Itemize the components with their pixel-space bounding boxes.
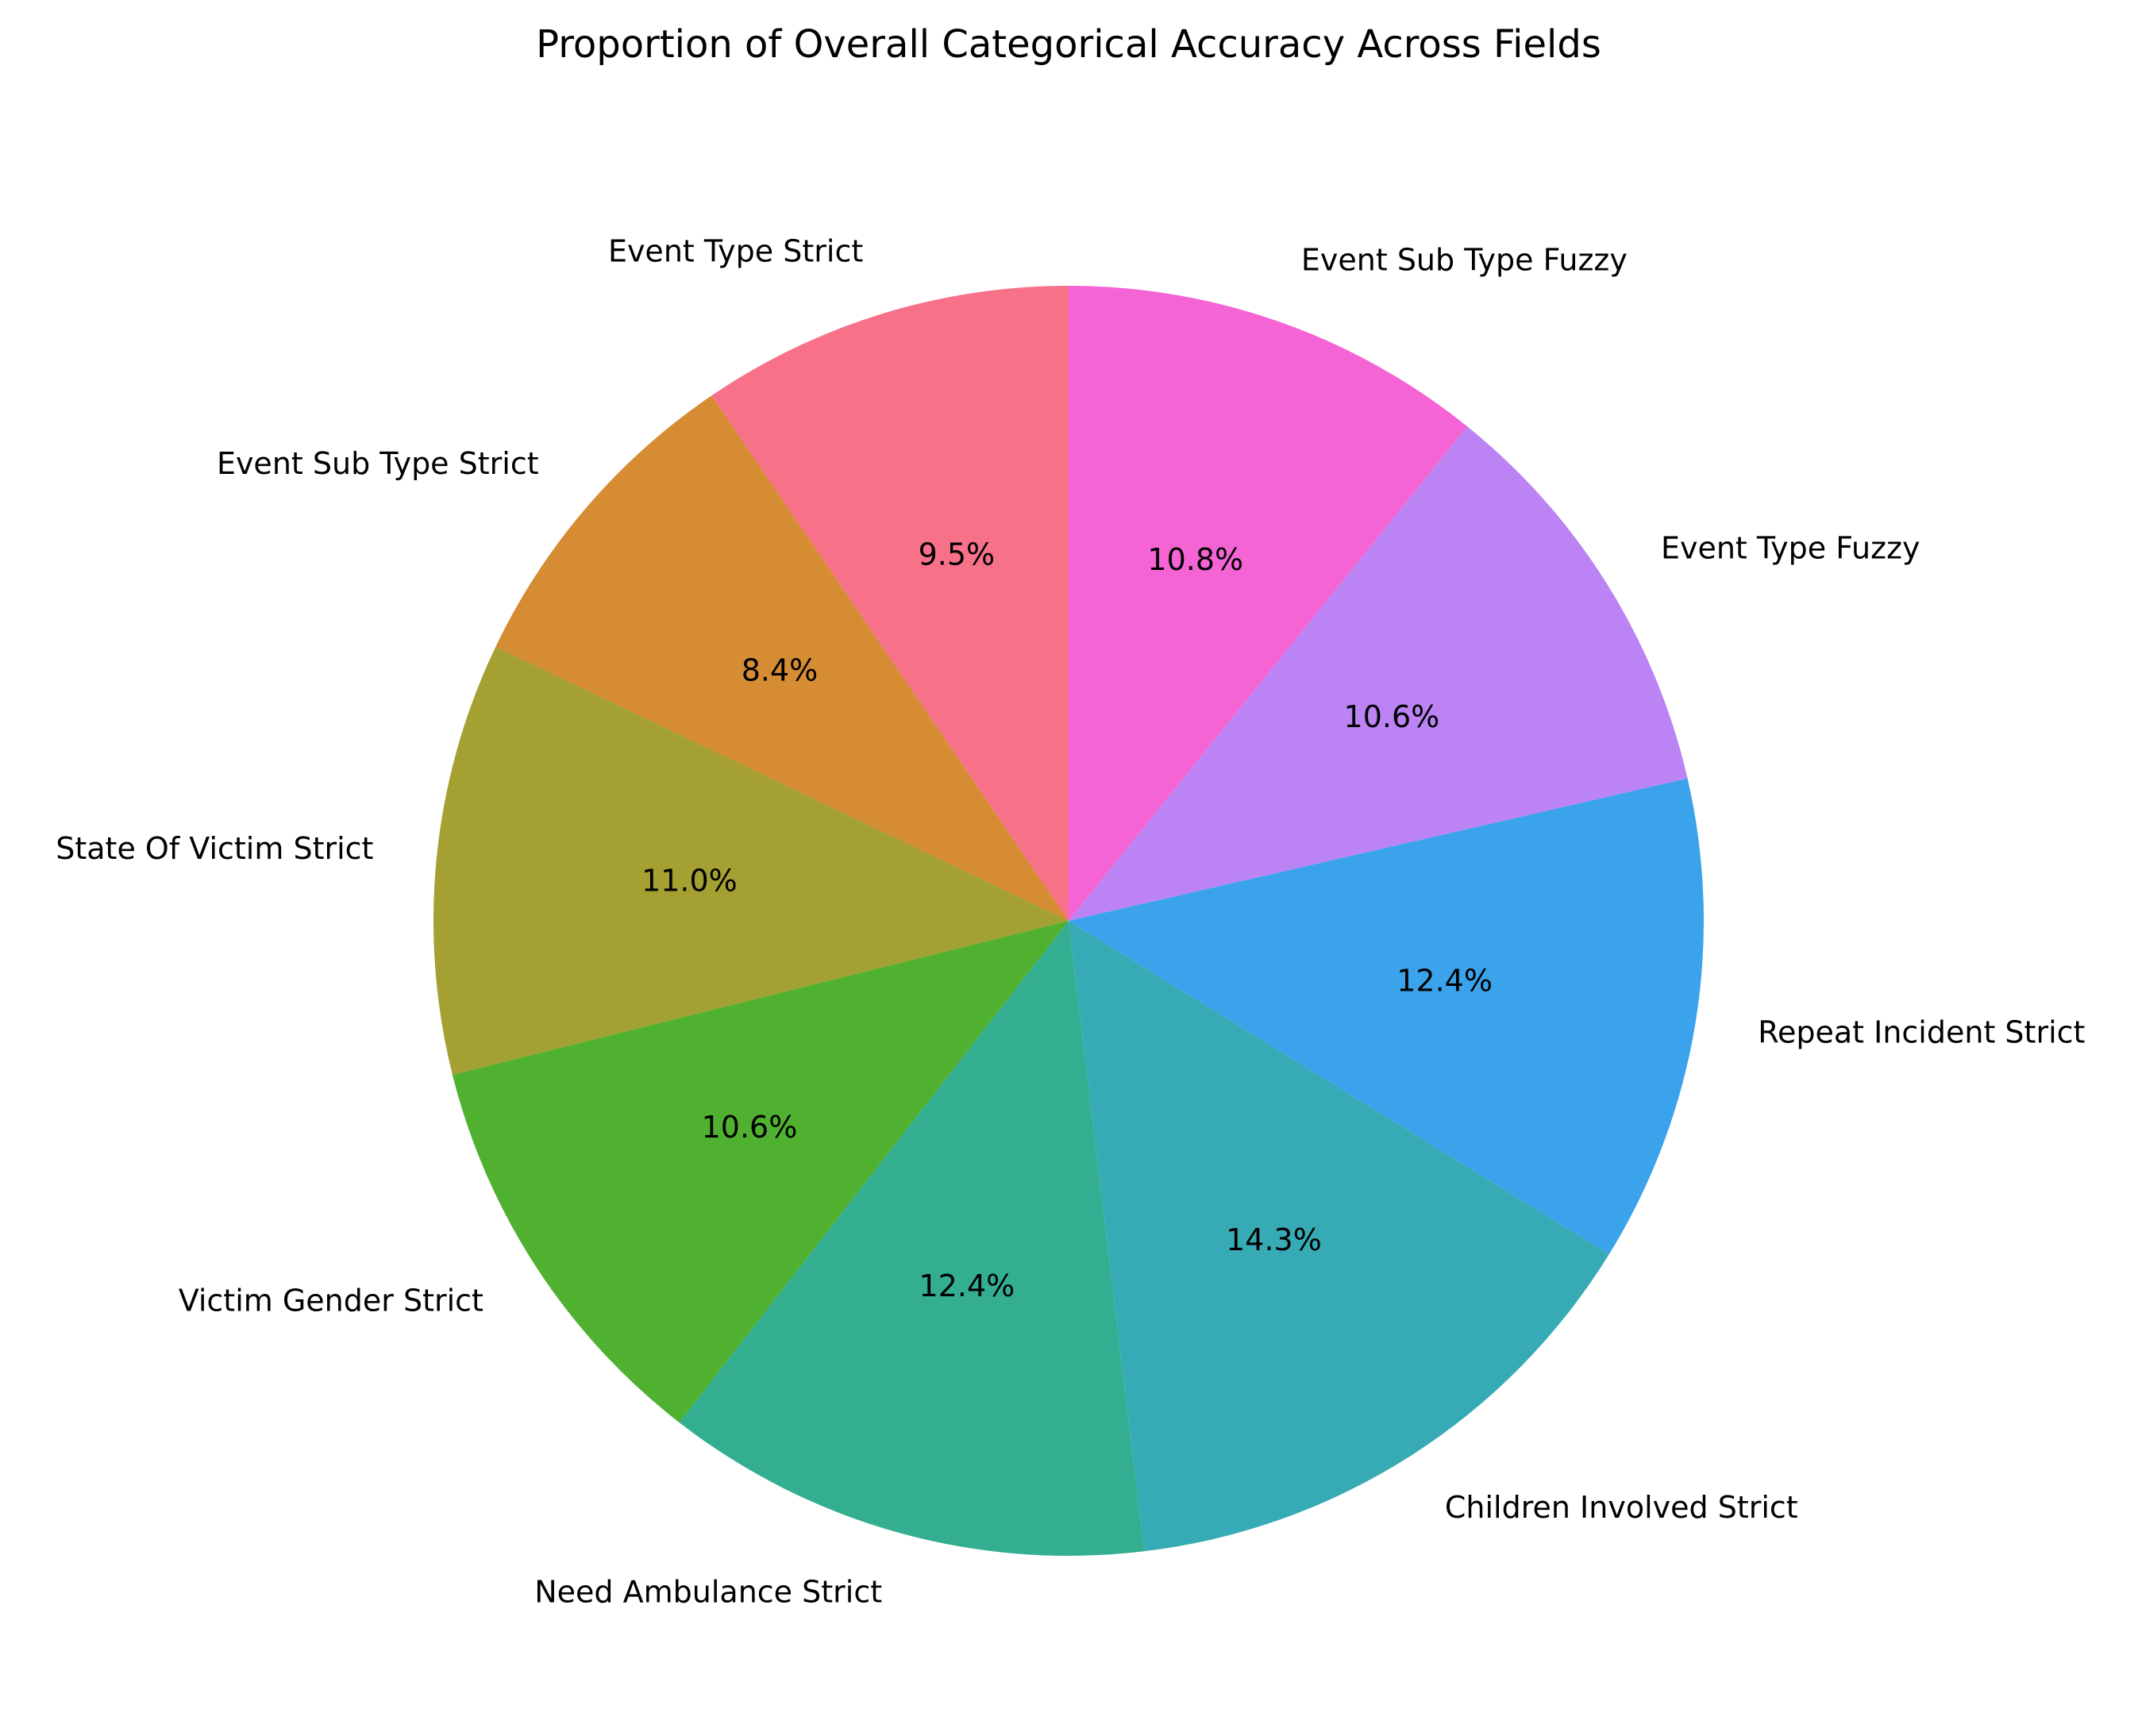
slice-percent-children-involved-strict: 14.3% [1226, 1222, 1322, 1257]
pie-slice-event-type-fuzzy [1069, 426, 1688, 921]
pie-slice-event-sub-type-strict [495, 395, 1069, 921]
pie-percent-labels: 9.5% 8.4% 11.0% 10.6% 12.4% 14.3% 12.4% 10.6% 10… [641, 537, 1493, 1303]
slice-percent-event-type-strict: 9.5% [919, 537, 996, 572]
slice-label-event-sub-type-strict: Event Sub Type Strict [217, 446, 539, 481]
pie-slices [433, 286, 1704, 1556]
slice-label-need-ambulance-strict: Need Ambulance Strict [534, 1575, 882, 1610]
slice-percent-repeat-incident-strict: 12.4% [1396, 964, 1493, 999]
slice-percent-need-ambulance-strict: 12.4% [919, 1268, 1015, 1303]
pie-slice-need-ambulance-strict [679, 921, 1145, 1556]
chart-title: Proportion of Overall Categorical Accura… [536, 22, 1601, 67]
slice-label-event-type-strict: Event Type Strict [608, 233, 863, 268]
pie-slice-victim-gender-strict [452, 921, 1069, 1423]
slice-percent-event-type-fuzzy: 10.6% [1344, 699, 1440, 734]
slice-percent-victim-gender-strict: 10.6% [702, 1110, 798, 1145]
pie-slice-repeat-incident-strict [1069, 778, 1704, 1255]
slice-label-state-of-victim-strict: State Of Victim Strict [56, 831, 373, 866]
slice-percent-event-sub-type-strict: 8.4% [742, 653, 819, 688]
slice-label-event-type-fuzzy: Event Type Fuzzy [1661, 531, 1920, 566]
slice-label-victim-gender-strict: Victim Gender Strict [179, 1283, 483, 1318]
pie-labels: Event Type Strict Event Sub Type Strict St… [56, 233, 2085, 1609]
slice-label-event-sub-type-fuzzy: Event Sub Type Fuzzy [1301, 243, 1628, 278]
pie-slice-event-sub-type-fuzzy [1069, 286, 1468, 921]
pie-slice-event-type-strict [711, 286, 1069, 921]
slice-label-repeat-incident-strict: Repeat Incident Strict [1758, 1015, 2085, 1050]
pie-slice-state-of-victim-strict [433, 646, 1069, 1076]
pie-slice-children-involved-strict [1069, 921, 1609, 1552]
slice-label-children-involved-strict: Children Involved Strict [1445, 1490, 1798, 1525]
slice-percent-state-of-victim-strict: 11.0% [641, 863, 738, 898]
slice-percent-event-sub-type-fuzzy: 10.8% [1147, 542, 1243, 577]
